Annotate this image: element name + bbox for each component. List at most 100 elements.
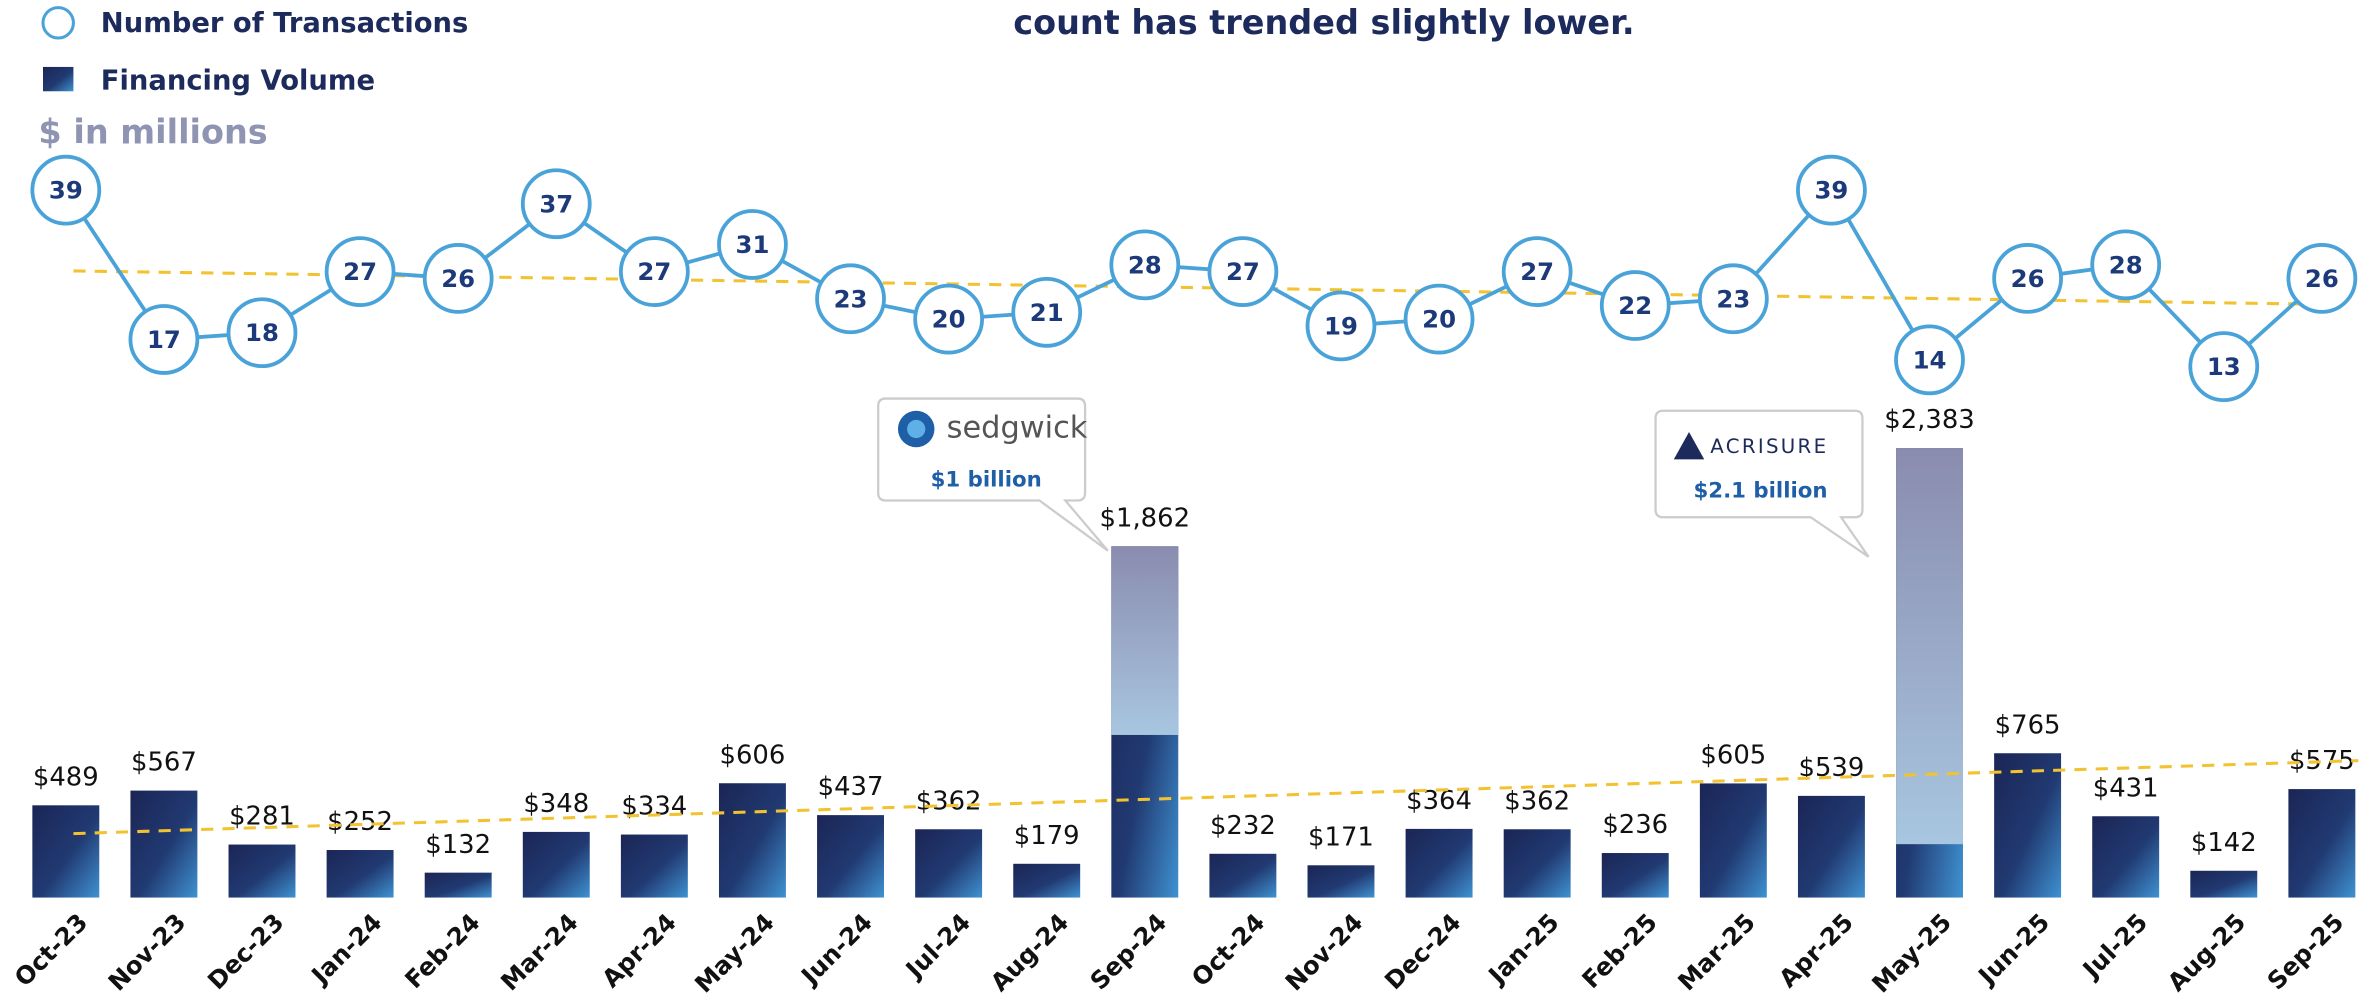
point (618, 236, 690, 307)
bar (915, 829, 983, 898)
point (1894, 324, 1965, 396)
unit-note: $ in millions (38, 112, 267, 151)
point (1305, 290, 1377, 362)
point-label: 27 (1226, 257, 1260, 286)
value-label: $437 (818, 772, 884, 802)
logo (907, 419, 926, 439)
x-tick-label: Apr-25 (1773, 908, 1859, 994)
value-label: $281 (229, 802, 295, 832)
value-label: $232 (1210, 811, 1276, 841)
x-tick-label: Mar-24 (495, 908, 584, 997)
point-label: 39 (1814, 176, 1848, 205)
legend-swatch-bar (43, 66, 74, 92)
x-tick-label: Jul-25 (2076, 908, 2154, 986)
point-label: 20 (1422, 305, 1456, 334)
trend-line (73, 759, 2359, 836)
point (1011, 276, 1083, 348)
value-label: $765 (1995, 710, 2061, 740)
point-label: 21 (1030, 298, 1064, 327)
point-label: 26 (2305, 264, 2339, 293)
point (1796, 154, 1867, 226)
point-label: 26 (2011, 264, 2045, 293)
point-label: 27 (637, 257, 671, 286)
point-label: 28 (2109, 250, 2143, 279)
bar (620, 834, 688, 898)
point (226, 297, 298, 369)
value-label: $132 (425, 830, 491, 860)
point (1501, 236, 1573, 307)
point-label: 23 (1716, 284, 1750, 313)
value-label: $362 (916, 786, 982, 816)
point (128, 304, 200, 375)
point-label: 18 (245, 318, 279, 347)
deal-segment (1111, 546, 1179, 735)
bar (1994, 753, 2062, 898)
value-label: $606 (720, 740, 786, 770)
legend-label: Number of Transactions (101, 8, 469, 39)
value-label: $567 (131, 748, 197, 778)
point-label: 28 (1128, 250, 1162, 279)
bar (817, 815, 885, 898)
point (1109, 229, 1181, 301)
logo-text: ACRISURE (1710, 435, 1828, 458)
value-label: $605 (1700, 741, 1766, 771)
point (2286, 243, 2358, 314)
x-tick-label: Dec-24 (1379, 908, 1467, 996)
point (1207, 236, 1279, 307)
x-tick-label: Oct-24 (1186, 908, 1271, 993)
bar (1405, 828, 1473, 898)
x-tick-label: Jan-25 (1481, 908, 1564, 991)
point (1599, 270, 1671, 341)
legend-label: Financing Volume (101, 66, 375, 97)
value-label: $1,862 (1100, 503, 1190, 533)
bar (32, 805, 100, 898)
point-label: 19 (1324, 311, 1358, 340)
value-label: $431 (2093, 773, 2159, 803)
value-label: $489 (33, 762, 99, 792)
x-tick-label: Aug-24 (985, 908, 1074, 997)
bar (2288, 789, 2356, 898)
legend-swatch-line (41, 6, 75, 40)
point-label: 13 (2207, 352, 2241, 381)
bar (1601, 853, 1669, 898)
callout-label: $1 billion (931, 468, 1042, 493)
bar (1307, 865, 1375, 898)
point-label: 20 (932, 305, 966, 334)
x-tick-label: May-24 (689, 908, 780, 999)
bar (130, 790, 198, 898)
bar (1209, 853, 1277, 898)
point-label: 23 (834, 284, 868, 313)
x-tick-label: Jan-24 (304, 908, 387, 991)
point-label: 39 (49, 176, 83, 205)
value-label: $252 (327, 807, 393, 837)
point (2188, 331, 2260, 402)
x-tick-label: Jul-24 (899, 908, 977, 986)
bar (424, 872, 492, 898)
point-label: 37 (539, 189, 573, 218)
x-tick-label: Nov-23 (102, 908, 191, 997)
value-label: $171 (1308, 822, 1374, 852)
logo-text: sedgwick (947, 411, 1088, 446)
point (520, 168, 592, 240)
point-label: 27 (343, 257, 377, 286)
point (1697, 263, 1769, 335)
bar (228, 844, 296, 898)
point-label: 26 (441, 264, 475, 293)
value-label: $179 (1014, 821, 1080, 851)
value-label: $348 (523, 789, 589, 819)
x-tick-label: Feb-24 (399, 908, 486, 995)
x-tick-label: Aug-25 (2162, 908, 2251, 997)
point-label: 14 (1913, 345, 1947, 374)
x-tick-label: Apr-24 (596, 908, 682, 994)
logo (1673, 432, 1705, 460)
callout-box (1654, 409, 1870, 558)
x-tick-label: Jun-25 (1971, 908, 2055, 992)
bar (2092, 816, 2160, 898)
point-label: 22 (1618, 291, 1652, 320)
point (1992, 243, 2063, 314)
value-label: $2,383 (1884, 405, 1974, 435)
point (2090, 229, 2162, 301)
bar (1699, 783, 1767, 898)
value-label: $142 (2191, 828, 2257, 858)
